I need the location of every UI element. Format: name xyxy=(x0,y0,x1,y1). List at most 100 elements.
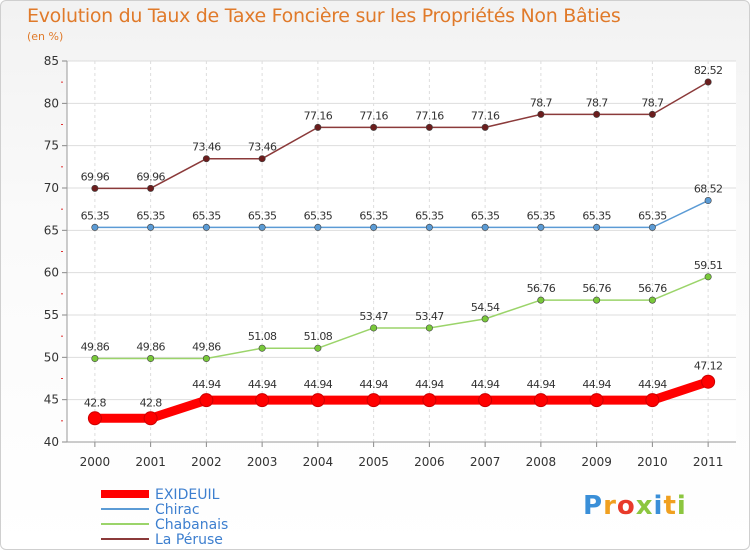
data-label: 65.35 xyxy=(136,209,165,222)
data-label: 51.08 xyxy=(304,330,333,343)
x-tick-label: 2002 xyxy=(191,455,222,469)
x-tick-label: 2004 xyxy=(303,455,334,469)
data-point xyxy=(701,374,716,389)
logo-letter: x xyxy=(635,491,654,521)
legend-label: Chabanais xyxy=(155,517,228,533)
x-tick-label: 2009 xyxy=(581,455,612,469)
data-point xyxy=(314,344,322,352)
x-tick-label: 2007 xyxy=(470,455,501,469)
data-label: 56.76 xyxy=(582,282,611,295)
data-label: 44.94 xyxy=(471,378,500,391)
data-label: 53.47 xyxy=(359,310,388,323)
data-label: 65.35 xyxy=(527,209,556,222)
data-label: 44.94 xyxy=(359,378,388,391)
y-tick-label: 85 xyxy=(44,54,59,68)
data-label: 42.8 xyxy=(140,396,163,409)
data-label: 44.94 xyxy=(638,378,667,391)
data-label: 77.16 xyxy=(304,109,333,122)
y-tick-label: 70 xyxy=(44,181,59,195)
data-point xyxy=(314,123,322,131)
x-tick-label: 2008 xyxy=(526,455,557,469)
data-point xyxy=(481,315,489,323)
data-point xyxy=(704,197,712,205)
data-label: 42.8 xyxy=(84,396,107,409)
data-label: 51.08 xyxy=(248,330,277,343)
data-point xyxy=(425,123,433,131)
y-tick-label: 80 xyxy=(44,96,59,110)
x-tick-label: 2011 xyxy=(693,455,724,469)
data-label: 78.7 xyxy=(641,96,664,109)
data-label: 82.52 xyxy=(694,64,723,77)
x-tick-label: 2006 xyxy=(414,455,445,469)
data-point xyxy=(704,273,712,281)
data-label: 53.47 xyxy=(415,310,444,323)
data-label: 44.94 xyxy=(582,378,611,391)
data-label: 59.51 xyxy=(694,259,723,272)
data-label: 65.35 xyxy=(359,209,388,222)
logo-letter: r xyxy=(603,491,617,521)
data-label: 77.16 xyxy=(471,109,500,122)
legend-label: La Péruse xyxy=(155,532,223,548)
data-point xyxy=(91,355,99,363)
data-label: 65.35 xyxy=(582,209,611,222)
data-point xyxy=(199,393,214,408)
data-point xyxy=(537,296,545,304)
data-label: 69.96 xyxy=(81,170,110,183)
data-point xyxy=(91,223,99,231)
data-label: 56.76 xyxy=(527,282,556,295)
logo-letter: P xyxy=(583,491,604,521)
data-label: 65.35 xyxy=(304,209,333,222)
y-tick-label: 65 xyxy=(44,223,59,237)
data-point xyxy=(258,155,266,163)
y-tick-label: 60 xyxy=(44,266,59,280)
data-point xyxy=(258,344,266,352)
plot-area xyxy=(67,61,736,442)
data-point xyxy=(593,223,601,231)
data-point xyxy=(533,393,548,408)
data-label: 56.76 xyxy=(638,282,667,295)
data-point xyxy=(147,184,155,192)
data-label: 44.94 xyxy=(415,378,444,391)
logo-letter: o xyxy=(616,491,636,521)
legend-label: Chirac xyxy=(155,502,200,518)
data-label: 65.35 xyxy=(638,209,667,222)
proxiti-logo: Proxiti xyxy=(583,491,687,521)
data-point xyxy=(704,78,712,86)
data-point xyxy=(366,393,381,408)
data-label: 78.7 xyxy=(586,96,609,109)
data-point xyxy=(255,393,270,408)
chart-title: Evolution du Taux de Taxe Foncière sur l… xyxy=(27,5,621,27)
data-label: 73.46 xyxy=(248,141,277,154)
x-tick-label: 2003 xyxy=(247,455,278,469)
data-point xyxy=(314,223,322,231)
x-tick-label: 2000 xyxy=(80,455,111,469)
x-tick-label: 2001 xyxy=(135,455,166,469)
series-line-la-péruse xyxy=(94,81,709,190)
data-point xyxy=(258,223,266,231)
data-point xyxy=(370,223,378,231)
data-label: 47.12 xyxy=(694,360,723,373)
data-label: 49.86 xyxy=(192,341,221,354)
data-point xyxy=(648,223,656,231)
data-point xyxy=(422,393,437,408)
data-point xyxy=(537,110,545,118)
data-label: 44.94 xyxy=(527,378,556,391)
x-tick-label: 2010 xyxy=(637,455,668,469)
data-point xyxy=(589,393,604,408)
logo-letter: i xyxy=(676,491,687,521)
series-line-chabanais xyxy=(94,276,709,360)
data-label: 54.54 xyxy=(471,301,500,314)
data-label: 44.94 xyxy=(248,378,277,391)
data-point xyxy=(370,324,378,332)
data-label: 68.52 xyxy=(694,183,723,196)
y-tick-label: 75 xyxy=(44,139,59,153)
data-point xyxy=(478,393,493,408)
data-point xyxy=(202,155,210,163)
y-axis-unit: (en %) xyxy=(27,30,64,43)
data-label: 69.96 xyxy=(136,170,165,183)
data-label: 49.86 xyxy=(81,341,110,354)
y-tick-label: 55 xyxy=(44,308,59,322)
data-label: 73.46 xyxy=(192,141,221,154)
